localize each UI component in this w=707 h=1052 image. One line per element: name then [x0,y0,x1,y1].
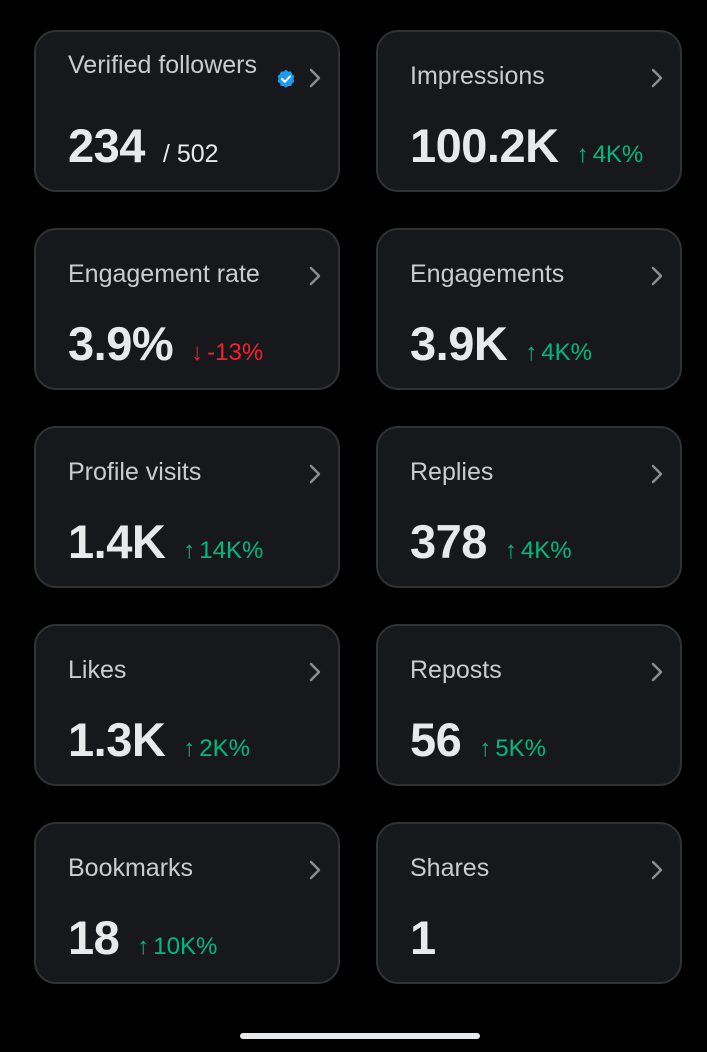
metric-delta: ↑ 2K% [183,735,250,762]
metric-delta: ↓ -13% [191,339,264,366]
chevron-right-icon [651,266,663,286]
card-shares[interactable]: Shares 1 [376,822,682,984]
card-verified-followers[interactable]: Verified followers 234 / 502 [34,30,340,192]
chevron-right-icon [651,464,663,484]
card-label: Replies [410,458,494,486]
arrow-up-icon: ↑ [525,339,538,366]
card-reposts[interactable]: Reposts 56 ↑ 5K% [376,624,682,786]
home-indicator[interactable] [240,1033,480,1039]
card-label: Likes [68,656,127,684]
metric-value: 100.2K [410,119,559,172]
arrow-down-icon: ↓ [191,339,204,366]
metric-value: 378 [410,515,487,568]
metric-value: 1 [410,911,436,964]
card-bookmarks[interactable]: Bookmarks 18 ↑ 10K% [34,822,340,984]
metric-total: / 502 [162,140,219,168]
card-profile-visits[interactable]: Profile visits 1.4K ↑ 14K% [34,426,340,588]
card-label: Engagement rate [68,260,260,288]
metric-delta: ↑ 5K% [479,735,546,762]
arrow-up-icon: ↑ [576,141,589,168]
metric-delta: ↑ 4K% [525,339,592,366]
card-label: Bookmarks [68,854,194,882]
chevron-right-icon [651,68,663,88]
card-engagement-rate[interactable]: Engagement rate 3.9% ↓ -13% [34,228,340,390]
card-label: Verified followers [68,51,257,79]
arrow-up-icon: ↑ [504,537,517,564]
metric-delta: ↑ 14K% [183,537,264,564]
card-label: Impressions [410,62,545,90]
metric-value: 18 [68,911,120,964]
chevron-right-icon [309,68,321,88]
arrow-up-icon: ↑ [137,933,150,960]
metric-delta: ↑ 4K% [504,537,572,564]
card-label: Profile visits [68,458,202,486]
metric-delta: ↑ 4K% [576,141,644,168]
chevron-right-icon [309,860,321,880]
card-label: Shares [410,854,490,882]
arrow-up-icon: ↑ [183,537,196,564]
chevron-right-icon [309,266,321,286]
metric-value: 1.4K [68,515,166,568]
metric-value: 1.3K [68,713,166,766]
chevron-right-icon [309,662,321,682]
metric-value: 3.9K [410,317,508,370]
verified-badge-icon [277,69,295,88]
card-label: Reposts [410,656,502,684]
card-impressions[interactable]: Impressions 100.2K ↑ 4K% [376,30,682,192]
metric-value: 56 [410,713,462,766]
arrow-up-icon: ↑ [183,735,196,762]
card-replies[interactable]: Replies 378 ↑ 4K% [376,426,682,588]
card-likes[interactable]: Likes 1.3K ↑ 2K% [34,624,340,786]
card-label: Engagements [410,260,565,288]
chevron-right-icon [651,860,663,880]
card-engagements[interactable]: Engagements 3.9K ↑ 4K% [376,228,682,390]
metric-value: 234 [68,119,145,172]
metric-value: 3.9% [68,317,174,370]
chevron-right-icon [309,464,321,484]
metric-delta: ↑ 10K% [137,933,218,960]
chevron-right-icon [651,662,663,682]
arrow-up-icon: ↑ [479,735,492,762]
